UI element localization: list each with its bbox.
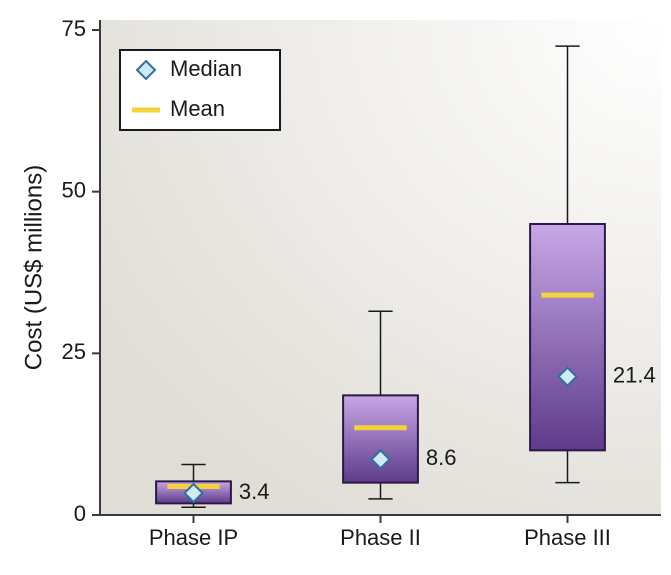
y-tick-label: 75 bbox=[62, 16, 86, 41]
y-tick-label: 50 bbox=[62, 177, 86, 202]
legend-label: Mean bbox=[170, 96, 225, 121]
box bbox=[530, 224, 605, 450]
median-value-label: 8.6 bbox=[426, 445, 457, 470]
median-value-label: 3.4 bbox=[239, 479, 270, 504]
legend: Median Mean bbox=[120, 50, 280, 130]
y-tick-label: 25 bbox=[62, 339, 86, 364]
x-tick-label: Phase II bbox=[340, 525, 421, 550]
x-tick-label: Phase IP bbox=[149, 525, 238, 550]
legend-label: Median bbox=[170, 56, 242, 81]
boxplot-chart: 0 25 50 75 Cost (US$ millions) Phase IP Phase … bbox=[0, 0, 671, 575]
x-tick-label: Phase III bbox=[524, 525, 611, 550]
y-axis-label: Cost (US$ millions) bbox=[20, 165, 47, 370]
y-tick-label: 0 bbox=[74, 501, 86, 526]
median-value-label: 21.4 bbox=[613, 362, 656, 387]
